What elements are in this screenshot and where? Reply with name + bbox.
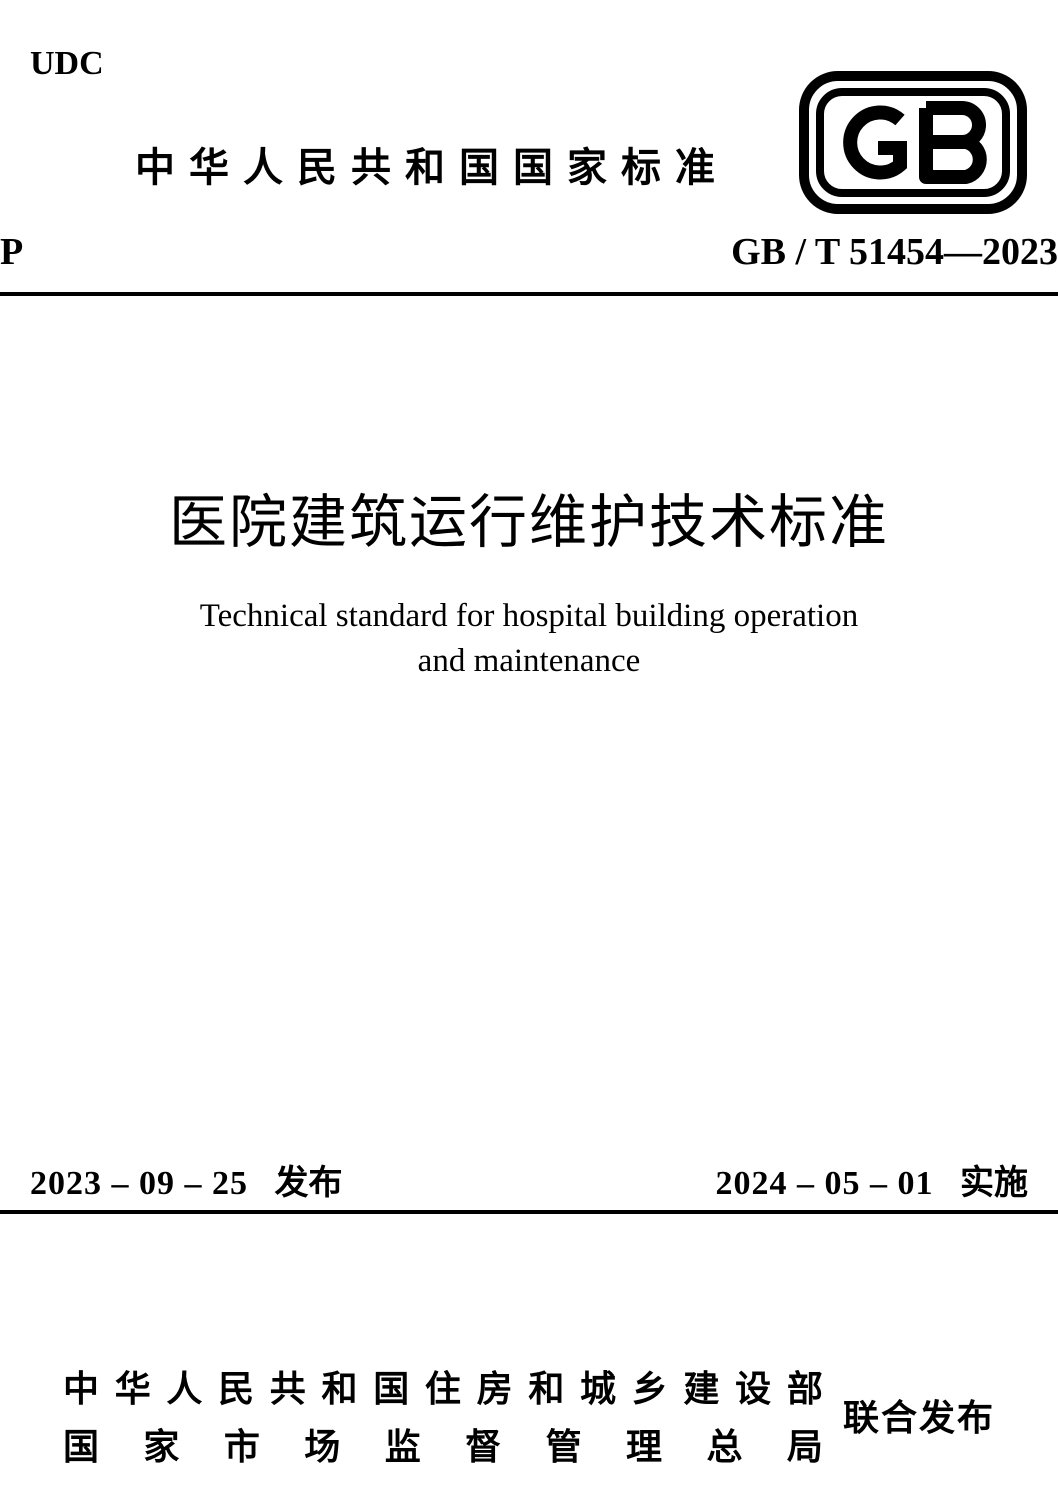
title-block: 医院建筑运行维护技术标准 Technical standard for hosp…: [0, 475, 1058, 683]
joint-publish-label: 联合发布: [843, 1389, 995, 1441]
issue-date-block: 2023 – 09 – 25 发布: [30, 1155, 343, 1204]
title-english-line2: and maintenance: [0, 639, 1058, 684]
publisher-line-1: 中华人民共和国住房和城乡建设部: [63, 1360, 823, 1412]
gb-logo-icon: [798, 70, 1028, 220]
title-chinese: 医院建筑运行维护技术标准: [0, 475, 1058, 559]
divider-bottom: [0, 1210, 1058, 1214]
publisher-line-2: 国家市场监督管理总局: [63, 1418, 823, 1470]
effective-date: 2024 – 05 – 01: [716, 1165, 934, 1202]
effective-date-block: 2024 – 05 – 01 实施: [716, 1155, 1029, 1204]
issue-label: 发布: [275, 1165, 343, 1202]
classification-p: P: [0, 230, 23, 274]
publisher-block: 中华人民共和国住房和城乡建设部 国家市场监督管理总局 联合发布: [30, 1360, 1028, 1470]
country-standard-heading: 中华人民共和国国家标准: [135, 135, 729, 193]
date-row: 2023 – 09 – 25 发布 2024 – 05 – 01 实施: [30, 1155, 1028, 1204]
issue-date: 2023 – 09 – 25: [30, 1165, 248, 1202]
title-english-line1: Technical standard for hospital building…: [0, 594, 1058, 639]
standard-number: GB / T 51454—2023: [731, 230, 1058, 274]
title-english: Technical standard for hospital building…: [0, 594, 1058, 683]
udc-label: UDC: [30, 45, 104, 83]
effective-label: 实施: [960, 1165, 1028, 1202]
divider-top: [0, 292, 1058, 296]
